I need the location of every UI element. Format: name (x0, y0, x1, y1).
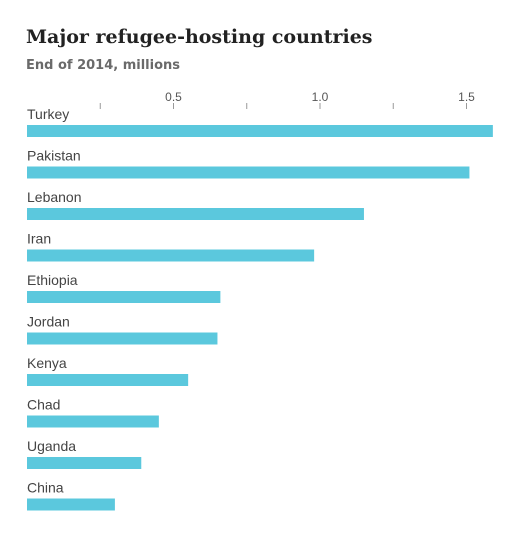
category-label: Ethiopia (27, 272, 78, 288)
category-label: Uganda (27, 438, 76, 454)
x-tick-label: 0.5 (165, 90, 182, 104)
category-label: Jordan (27, 314, 70, 330)
bar (27, 249, 315, 262)
category-label: Chad (27, 397, 60, 413)
chart-subtitle: End of 2014, millions (26, 58, 181, 73)
bar (27, 374, 189, 386)
x-tick-label: 1.0 (312, 90, 329, 104)
bar (27, 332, 218, 345)
bar (27, 291, 221, 303)
category-label: Turkey (27, 106, 69, 122)
bar (27, 125, 493, 137)
category-label: Kenya (27, 355, 67, 371)
chart-title: Major refugee-hosting countries (26, 26, 373, 48)
bar (27, 208, 364, 220)
category-label: China (27, 480, 64, 496)
category-label: Pakistan (27, 148, 81, 164)
x-tick-label: 1.5 (458, 90, 475, 104)
bar (27, 457, 142, 469)
category-label: Iran (27, 231, 51, 247)
bar (27, 415, 159, 428)
category-label: Lebanon (27, 189, 82, 205)
bar (27, 498, 115, 511)
bar (27, 166, 470, 179)
